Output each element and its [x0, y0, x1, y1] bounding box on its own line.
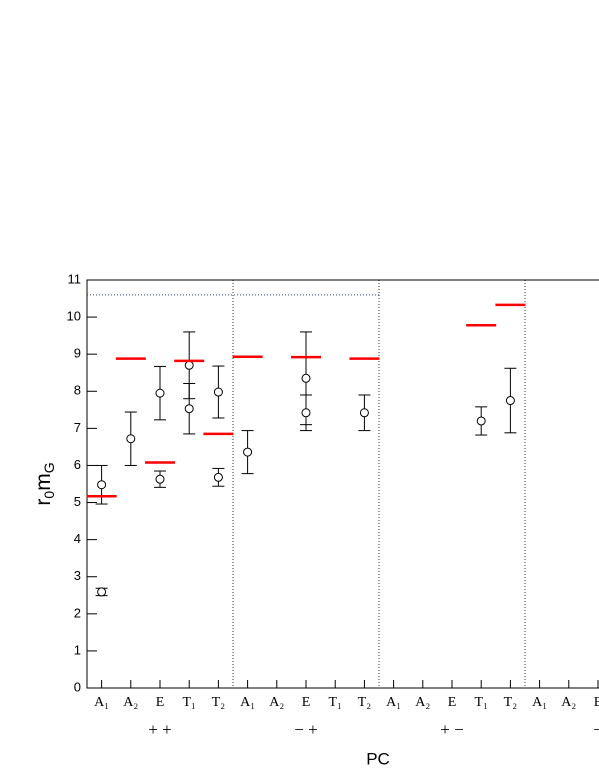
data-point	[213, 387, 223, 397]
data-point	[505, 396, 515, 406]
data-point	[359, 408, 369, 418]
group-label: + +	[148, 720, 171, 739]
data-point	[301, 373, 311, 383]
x-tick-label: T₂	[358, 695, 372, 710]
x-tick-label: A₁	[94, 695, 109, 710]
x-tick-label: T₁	[328, 695, 341, 710]
group-label: + −	[440, 720, 463, 739]
x-tick-label: A₁	[386, 695, 401, 710]
y-tick-label: 4	[74, 531, 81, 546]
data-point	[126, 434, 136, 444]
y-label-part: 0	[41, 491, 57, 499]
x-tick-label: A₂	[415, 695, 430, 710]
y-tick-label: 8	[74, 383, 81, 398]
x-tick-label: T₂	[504, 695, 518, 710]
x-tick-label: A₁	[532, 695, 547, 710]
x-tick-label: T₁	[474, 695, 487, 710]
plot-frame	[86, 279, 599, 689]
group-label: −	[593, 720, 599, 739]
y-label-part: r	[32, 499, 55, 506]
data-point	[184, 360, 194, 370]
data-point	[97, 587, 107, 597]
x-tick-label: T₂	[212, 695, 226, 710]
x-tick-label: A₂	[561, 695, 576, 710]
x-tick-label: E	[156, 695, 165, 710]
y-axis-label: r0mG	[32, 462, 57, 505]
x-axis-label: PC	[366, 749, 390, 768]
y-tick-label: 0	[74, 679, 81, 694]
x-tick-label: A₂	[269, 695, 284, 710]
data-point	[476, 416, 486, 426]
group-label: − +	[294, 720, 317, 739]
x-tick-label: A₂	[123, 695, 138, 710]
y-tick-label: 10	[67, 309, 81, 324]
data-point	[155, 474, 165, 484]
x-tick-label: A₁	[240, 695, 255, 710]
x-tick-label: T₁	[182, 695, 195, 710]
y-tick-label: 7	[74, 420, 81, 435]
data-point	[184, 404, 194, 414]
y-tick-label: 9	[74, 346, 81, 361]
y-tick-label: 1	[74, 642, 81, 657]
data-point	[155, 388, 165, 398]
data-point	[213, 472, 223, 482]
y-tick-label: 6	[74, 457, 81, 472]
y-label-part: G	[41, 462, 57, 473]
x-tick-label: E	[302, 695, 311, 710]
y-label-part: m	[32, 473, 55, 491]
data-point	[243, 447, 253, 457]
y-tick-label: 5	[74, 494, 81, 509]
x-tick-label: E	[594, 695, 599, 710]
y-tick-label: 3	[74, 568, 81, 583]
y-tick-label: 11	[68, 271, 82, 286]
data-point	[97, 480, 107, 490]
y-tick-label: 2	[74, 605, 81, 620]
data-point	[301, 408, 311, 418]
x-tick-label: E	[448, 695, 457, 710]
